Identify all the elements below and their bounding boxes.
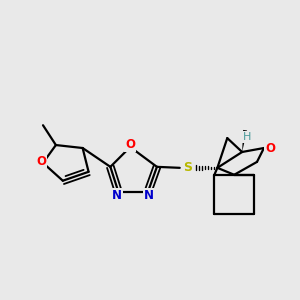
Text: O: O — [125, 138, 135, 151]
Text: N: N — [144, 189, 154, 202]
Text: H: H — [243, 132, 251, 142]
Text: N: N — [112, 189, 122, 202]
Text: O: O — [265, 142, 275, 154]
Polygon shape — [242, 130, 247, 152]
Text: O: O — [36, 155, 46, 168]
Text: S: S — [183, 161, 192, 174]
